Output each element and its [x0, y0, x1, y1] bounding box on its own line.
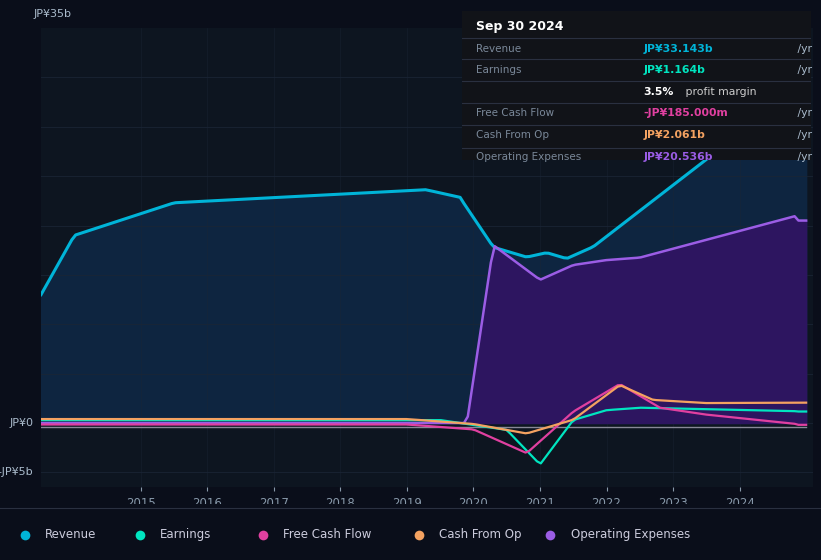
- Text: JP¥33.143b: JP¥33.143b: [644, 44, 713, 54]
- Text: Revenue: Revenue: [476, 44, 521, 54]
- Text: -JP¥5b: -JP¥5b: [0, 468, 34, 477]
- Text: JP¥0: JP¥0: [9, 418, 34, 428]
- Text: Operating Expenses: Operating Expenses: [476, 152, 581, 162]
- Text: Cash From Op: Cash From Op: [476, 130, 549, 140]
- Text: /yr: /yr: [794, 130, 812, 140]
- Text: JP¥35b: JP¥35b: [34, 9, 71, 19]
- Text: JP¥1.164b: JP¥1.164b: [644, 64, 705, 74]
- Text: Cash From Op: Cash From Op: [439, 528, 521, 542]
- Text: Operating Expenses: Operating Expenses: [571, 528, 690, 542]
- Text: profit margin: profit margin: [682, 87, 756, 97]
- Text: /yr: /yr: [794, 64, 812, 74]
- Text: Revenue: Revenue: [45, 528, 97, 542]
- Text: JP¥20.536b: JP¥20.536b: [644, 152, 713, 162]
- Text: Earnings: Earnings: [476, 64, 521, 74]
- Text: -JP¥185.000m: -JP¥185.000m: [644, 108, 728, 118]
- Text: Sep 30 2024: Sep 30 2024: [476, 20, 564, 33]
- Text: 3.5%: 3.5%: [644, 87, 674, 97]
- Text: Free Cash Flow: Free Cash Flow: [476, 108, 554, 118]
- Text: Earnings: Earnings: [160, 528, 212, 542]
- Text: Free Cash Flow: Free Cash Flow: [283, 528, 372, 542]
- Text: /yr: /yr: [794, 44, 812, 54]
- Text: JP¥2.061b: JP¥2.061b: [644, 130, 705, 140]
- Text: /yr: /yr: [794, 152, 812, 162]
- Text: /yr: /yr: [794, 108, 812, 118]
